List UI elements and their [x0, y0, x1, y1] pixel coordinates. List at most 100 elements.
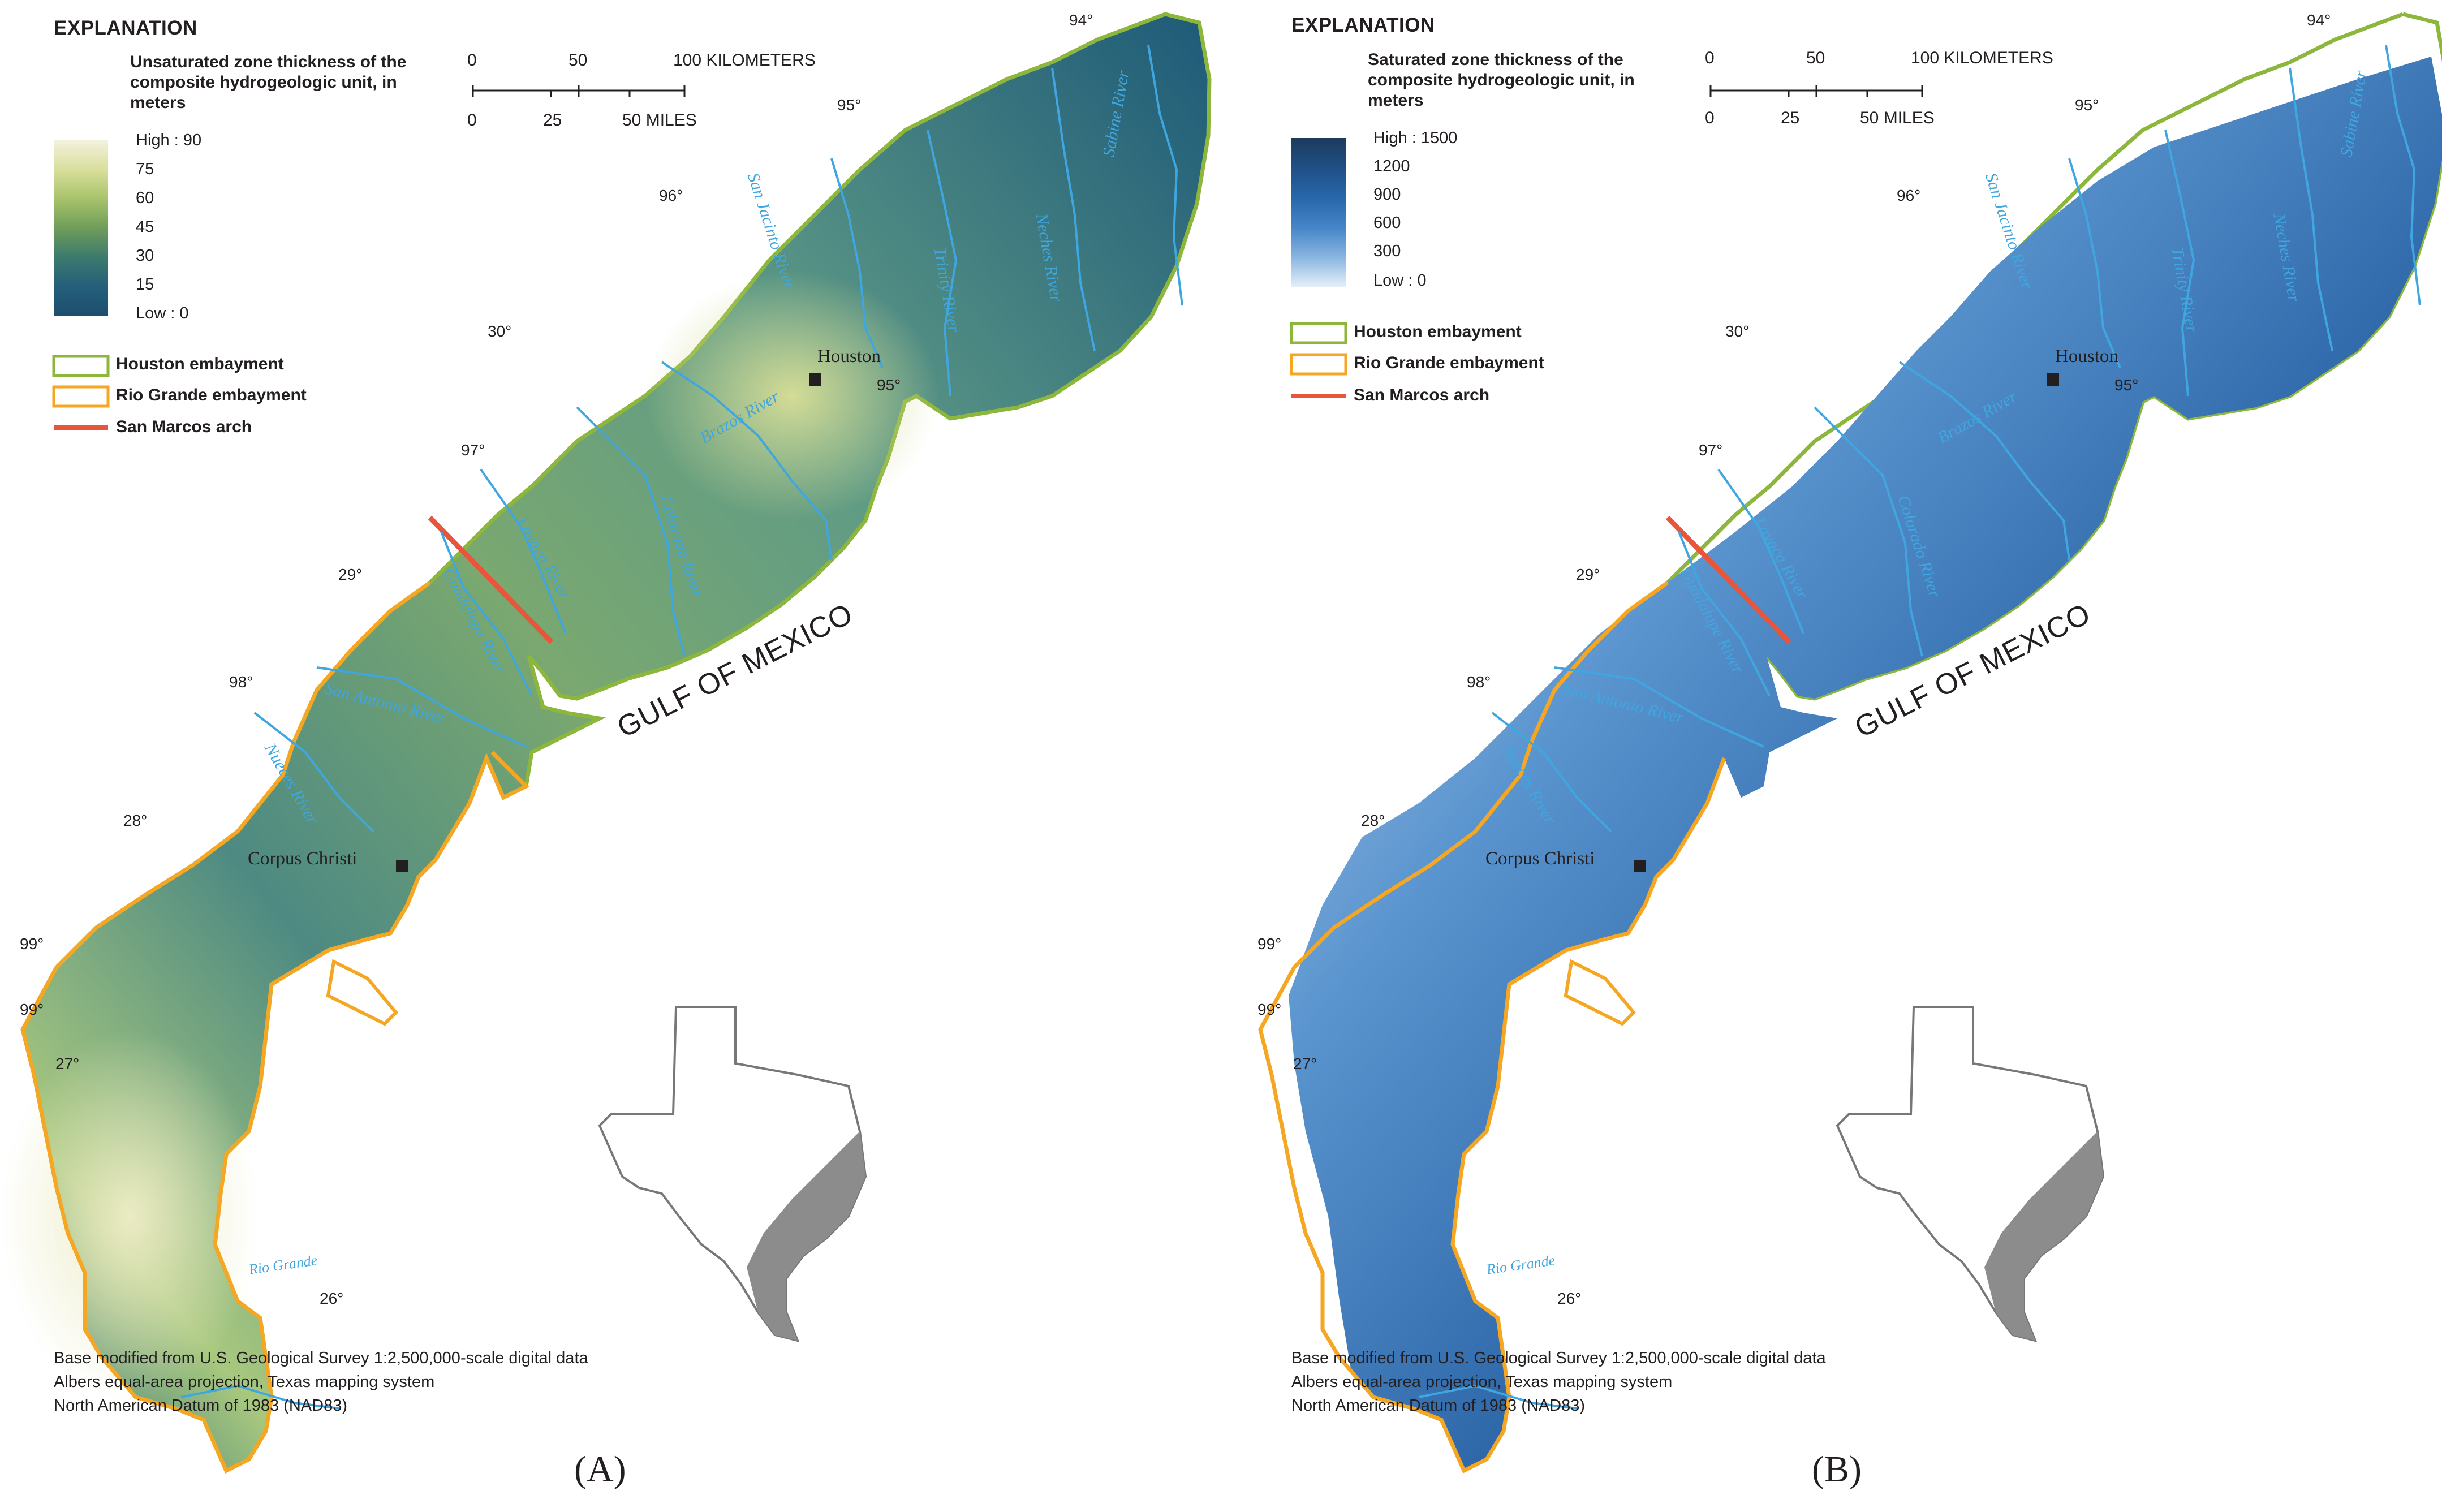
ramp-label-a-2: 60	[136, 189, 154, 207]
scale-km-50-b: 50	[1806, 49, 1825, 67]
credits-line3-b: North American Datum of 1983 (NAD83)	[1291, 1397, 1585, 1415]
legend-subtitle-line1-a: Unsaturated zone thickness of the	[130, 53, 407, 71]
city-houston-a: Houston	[817, 346, 881, 367]
corpus-christi-marker-b	[1634, 860, 1646, 872]
scale-km-50-a: 50	[568, 51, 588, 70]
coord-94-a: 94°	[1069, 11, 1093, 29]
legend-houston-embayment-b: Houston embayment	[1354, 322, 1522, 341]
ramp-label-b-2: 900	[1373, 186, 1401, 204]
houston-marker-b	[2047, 373, 2059, 386]
coord-95-north-a: 95°	[837, 96, 862, 114]
scale-mi-25-a: 25	[543, 111, 562, 130]
credits-line2-b: Albers equal-area projection, Texas mapp…	[1291, 1373, 1673, 1391]
color-ramp-b	[1291, 138, 1346, 287]
coord-99-lower-a: 99°	[20, 1001, 44, 1018]
coord-30-b: 30°	[1725, 322, 1750, 340]
study-area-inset-a	[747, 1131, 865, 1341]
legend-san-marcos-arch-a: San Marcos arch	[116, 417, 252, 436]
ramp-label-a-3: 45	[136, 218, 154, 236]
coord-99-upper-a: 99°	[20, 935, 44, 953]
rio-grande-embayment-swatch-a	[52, 385, 110, 408]
scale-mi-50-b: 50 MILES	[1860, 109, 1935, 127]
panel-label-b: (B)	[1812, 1449, 1862, 1490]
rio-grande-embayment-boundary-a	[20, 581, 529, 1474]
ramp-label-b-1: 1200	[1373, 157, 1410, 175]
houston-marker-a	[809, 373, 821, 386]
scale-bar-a	[472, 85, 686, 97]
coord-28-b: 28°	[1361, 812, 1385, 829]
coord-97-b: 97°	[1699, 441, 1723, 459]
credits-line1-b: Base modified from U.S. Geological Surve…	[1291, 1349, 1826, 1367]
coord-97-a: 97°	[461, 441, 485, 459]
texas-inset-map-b	[1836, 1006, 2105, 1342]
map-panel-a: EXPLANATION Unsaturated zone thickness o…	[0, 11, 1212, 1490]
ramp-label-a-6: Low : 0	[136, 304, 189, 322]
ramp-label-a-0: High : 90	[136, 131, 202, 149]
scale-mi-0-a: 0	[467, 111, 477, 130]
ramp-label-b-4: 300	[1373, 242, 1401, 260]
legend-rio-grande-embayment-b: Rio Grande embayment	[1354, 354, 1544, 372]
coord-27-b: 27°	[1293, 1055, 1317, 1072]
legend-houston-embayment-a: Houston embayment	[116, 355, 284, 373]
coord-29-a: 29°	[338, 566, 363, 583]
rio-grande-embayment-swatch-b	[1290, 353, 1347, 376]
legend-subtitle-line3-b: meters	[1368, 91, 1424, 110]
ramp-label-b-5: Low : 0	[1373, 272, 1427, 290]
coord-29-b: 29°	[1576, 566, 1600, 583]
legend-subtitle-line2-a: composite hydrogeologic unit, in	[130, 73, 397, 92]
southwest-upland-a	[0, 1029, 260, 1403]
legend-subtitle-line2-b: composite hydrogeologic unit, in	[1368, 71, 1635, 89]
map-canvas-b	[1258, 12, 2442, 1474]
legend-subtitle-line3-a: meters	[130, 93, 186, 112]
color-ramp-a	[54, 140, 108, 316]
city-corpus-christi-a: Corpus Christi	[248, 848, 358, 869]
scale-km-100-b: 100 KILOMETERS	[1911, 49, 2053, 67]
coord-30-a: 30°	[488, 322, 512, 340]
texas-inset-map-a	[598, 1006, 867, 1342]
rio-grande-embayment-boundary-b	[1258, 581, 1726, 1474]
coord-99-lower-b: 99°	[1257, 1001, 1282, 1018]
credits-line2-a: Albers equal-area projection, Texas mapp…	[54, 1373, 435, 1391]
scale-km-100-a: 100 KILOMETERS	[673, 51, 816, 70]
highland-zone-a	[645, 272, 939, 520]
study-area-inset-b	[1984, 1131, 2103, 1341]
coord-94-b: 94°	[2307, 11, 2331, 29]
city-corpus-christi-b: Corpus Christi	[1485, 848, 1595, 869]
scale-bar-b	[1709, 85, 1923, 97]
san-marcos-arch-line-a	[428, 515, 554, 644]
scale-mi-25-b: 25	[1781, 109, 1800, 127]
coord-98-a: 98°	[229, 673, 253, 691]
ramp-label-b-3: 600	[1373, 214, 1401, 232]
panel-label-a: (A)	[574, 1449, 626, 1490]
coord-95-south-a: 95°	[877, 376, 901, 394]
coord-26-b: 26°	[1557, 1290, 1582, 1307]
ramp-label-a-5: 15	[136, 275, 154, 294]
laguna-madre-inlet-b	[1564, 959, 1636, 1026]
credits-line1-a: Base modified from U.S. Geological Surve…	[54, 1349, 588, 1367]
legend-title-a: EXPLANATION	[54, 17, 197, 39]
houston-embayment-swatch-b	[1290, 322, 1347, 344]
credits-line3-a: North American Datum of 1983 (NAD83)	[54, 1397, 347, 1415]
legend-title-b: EXPLANATION	[1291, 14, 1435, 36]
legend-san-marcos-arch-b: San Marcos arch	[1354, 386, 1490, 404]
map-panel-b: EXPLANATION Saturated zone thickness of …	[1238, 0, 2442, 1512]
ramp-label-a-1: 75	[136, 160, 154, 178]
houston-embayment-swatch-a	[52, 355, 110, 377]
city-houston-b: Houston	[2055, 346, 2118, 367]
coord-95-south-b: 95°	[2114, 376, 2139, 394]
river-network-b	[1418, 45, 2421, 1410]
scale-km-0-b: 0	[1705, 49, 1715, 67]
coord-26-a: 26°	[320, 1290, 344, 1307]
map-canvas-a	[0, 12, 1212, 1474]
scale-mi-50-a: 50 MILES	[622, 111, 697, 130]
coord-98-b: 98°	[1467, 673, 1491, 691]
laguna-madre-inlet-a	[326, 959, 399, 1026]
corpus-christi-marker-a	[396, 860, 408, 872]
scale-mi-0-b: 0	[1705, 109, 1715, 127]
coord-28-a: 28°	[123, 812, 148, 829]
ramp-label-b-0: High : 1500	[1373, 129, 1458, 147]
scale-km-0-a: 0	[467, 51, 477, 70]
ramp-label-a-4: 30	[136, 247, 154, 265]
legend-rio-grande-embayment-a: Rio Grande embayment	[116, 386, 307, 404]
coord-96-b: 96°	[1897, 187, 1921, 204]
